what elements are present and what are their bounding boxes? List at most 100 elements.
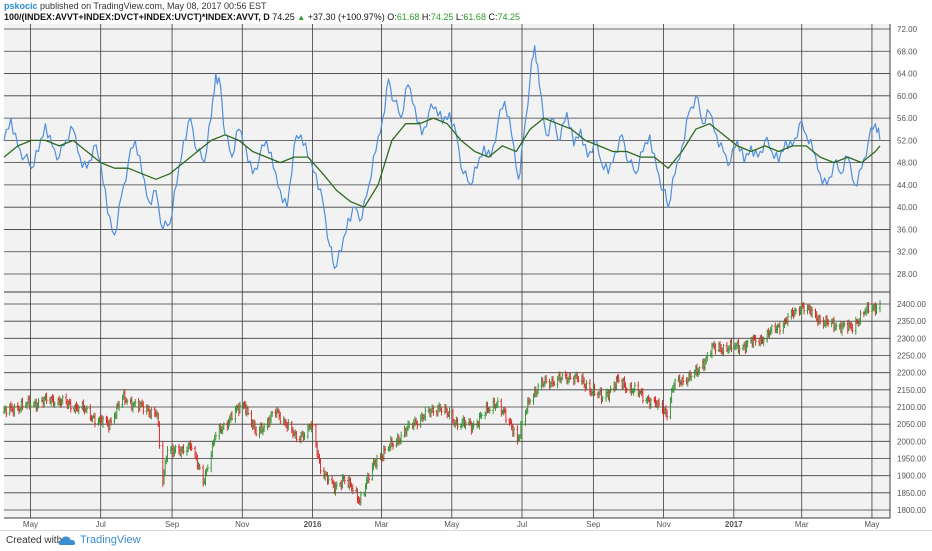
price-bar bbox=[335, 481, 338, 490]
top-tick-label: 40.00 bbox=[897, 203, 918, 212]
publish-line: pskocic published on TradingView.com, Ma… bbox=[4, 1, 267, 11]
price-bar bbox=[553, 380, 556, 387]
price-bar bbox=[521, 417, 524, 427]
price-bar bbox=[198, 463, 201, 471]
price-bar bbox=[343, 475, 346, 485]
price-bar bbox=[561, 371, 564, 381]
price-bar bbox=[110, 417, 113, 426]
top-tick-label: 48.00 bbox=[897, 159, 918, 168]
oscillator-line bbox=[3, 45, 881, 269]
price-bar bbox=[835, 322, 838, 331]
price-bar bbox=[867, 302, 870, 314]
bottom-tick-label: 1850.00 bbox=[897, 489, 926, 498]
price-bar bbox=[859, 309, 862, 325]
top-tick-label: 60.00 bbox=[897, 92, 918, 101]
price-bar bbox=[375, 454, 378, 470]
price-bar bbox=[287, 419, 290, 431]
bottom-tick-label: 2100.00 bbox=[897, 403, 926, 412]
price-bar bbox=[53, 401, 56, 409]
chart-header: pskocic published on TradingView.com, Ma… bbox=[0, 0, 932, 24]
bottom-tick-label: 2150.00 bbox=[897, 386, 926, 395]
price-bar bbox=[118, 400, 121, 411]
price-bar bbox=[851, 323, 854, 334]
open-value: 61.68 bbox=[396, 12, 420, 22]
price-bar bbox=[158, 421, 161, 449]
bottom-tick-label: 2300.00 bbox=[897, 334, 926, 343]
close-label: C: bbox=[488, 12, 498, 22]
time-tick-label: Jul bbox=[96, 520, 106, 529]
price-bar bbox=[29, 402, 32, 411]
top-tick-label: 68.00 bbox=[897, 47, 918, 56]
time-tick-label: Nov bbox=[235, 520, 249, 529]
price-bar bbox=[682, 374, 685, 385]
price-bar bbox=[609, 385, 612, 394]
price-bar bbox=[255, 426, 258, 437]
price-bar bbox=[706, 351, 709, 362]
price-bar bbox=[222, 422, 225, 430]
price-bar bbox=[400, 431, 403, 445]
price-bar bbox=[61, 394, 64, 405]
footer: Created with TradingView bbox=[0, 530, 932, 551]
price-bar bbox=[593, 383, 596, 397]
tradingview-brand-link[interactable]: TradingView bbox=[80, 534, 141, 546]
top-pane-series bbox=[3, 45, 881, 269]
price-bar bbox=[327, 475, 330, 485]
price-bar bbox=[85, 405, 88, 414]
price-bar bbox=[392, 442, 395, 450]
top-tick-label: 32.00 bbox=[897, 248, 918, 257]
price-bar bbox=[617, 374, 620, 384]
grid bbox=[4, 24, 890, 518]
price-bar bbox=[569, 372, 572, 380]
top-tick-label: 44.00 bbox=[897, 181, 918, 190]
price-bar bbox=[21, 397, 24, 411]
price-bar bbox=[585, 379, 588, 390]
price-bar bbox=[416, 420, 419, 430]
price-bar bbox=[811, 306, 814, 318]
price-bar bbox=[45, 392, 48, 405]
price-bar bbox=[529, 398, 532, 405]
bottom-price-axis[interactable]: 2400.00 2350.00 2300.00 2250.00 2200.00 2150.… bbox=[897, 300, 926, 515]
time-tick-label: 2016 bbox=[304, 520, 322, 529]
price-bar bbox=[101, 415, 104, 429]
time-tick-label: Mar bbox=[795, 520, 809, 529]
published-text: published on TradingView.com, May 08, 20… bbox=[40, 1, 267, 11]
price-bar bbox=[649, 398, 652, 409]
price-bar bbox=[351, 484, 354, 495]
price-bar bbox=[247, 406, 250, 416]
price-bar bbox=[714, 343, 717, 355]
bottom-pane-bg bbox=[4, 292, 890, 518]
price-bar bbox=[722, 344, 725, 357]
time-tick-label: Nov bbox=[656, 520, 670, 529]
symbol-name: 100/(INDEX:AVVT+INDEX:DVCT+INDEX:UVCT)*I… bbox=[4, 12, 270, 22]
price-bar bbox=[367, 473, 370, 484]
price-bar bbox=[641, 388, 644, 404]
open-label: O: bbox=[387, 12, 397, 22]
price-bar bbox=[126, 398, 129, 405]
price-bar bbox=[238, 401, 241, 414]
time-tick-label: May bbox=[23, 520, 38, 529]
price-bar bbox=[545, 375, 548, 384]
chart-canvas[interactable]: 72.00 68.00 64.00 60.00 56.00 52.00 48.00 44.00… bbox=[0, 24, 932, 530]
price-bar bbox=[794, 308, 797, 315]
price-bar bbox=[464, 420, 467, 430]
price-bar bbox=[577, 376, 580, 383]
high-label: H: bbox=[421, 12, 431, 22]
time-axis[interactable]: May Jul Sep Nov 2016 Mar May Jul Sep Nov 2017 Mar Ma… bbox=[23, 520, 880, 529]
price-bar bbox=[37, 398, 40, 409]
price-bar bbox=[633, 382, 636, 393]
price-bar bbox=[472, 420, 475, 430]
price-bar bbox=[279, 411, 282, 425]
author-link[interactable]: pskocic bbox=[4, 1, 38, 11]
price-bar bbox=[770, 324, 773, 334]
bottom-tick-label: 2200.00 bbox=[897, 369, 926, 378]
bottom-tick-label: 1800.00 bbox=[897, 506, 926, 515]
top-tick-label: 52.00 bbox=[897, 136, 918, 145]
price-bar bbox=[803, 302, 806, 315]
price-bar bbox=[134, 398, 137, 407]
top-price-axis[interactable]: 72.00 68.00 64.00 60.00 56.00 52.00 48.00 44.00… bbox=[897, 25, 918, 279]
bottom-tick-label: 2250.00 bbox=[897, 352, 926, 361]
price-change: +37.30 (+100.97%) bbox=[307, 12, 385, 22]
price-bar bbox=[424, 406, 427, 421]
price-bar bbox=[174, 444, 177, 454]
price-bar bbox=[456, 417, 459, 431]
